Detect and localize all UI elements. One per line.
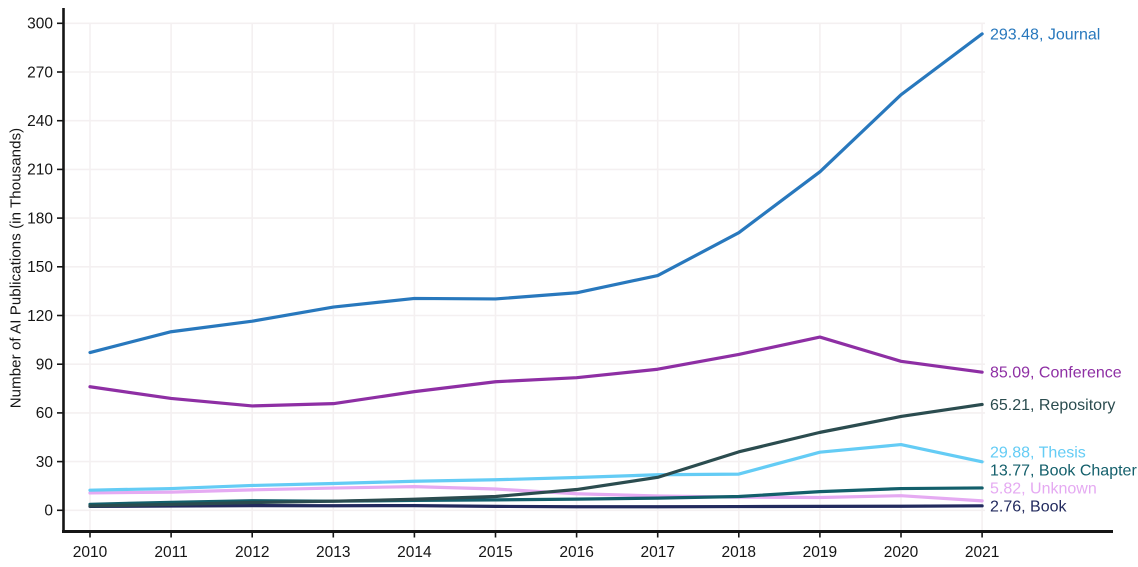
x-tick-label: 2019 bbox=[803, 544, 837, 561]
series-line-repository bbox=[88, 402, 984, 508]
x-tick-label: 2010 bbox=[73, 544, 108, 561]
axes-layer bbox=[57, 8, 1113, 538]
x-tick-label: 2017 bbox=[640, 544, 674, 561]
y-tick-label: 210 bbox=[27, 162, 53, 179]
end-label-unknown: 5.82, Unknown bbox=[990, 480, 1097, 497]
x-tick-label: 2016 bbox=[559, 544, 593, 561]
y-tick-label: 30 bbox=[36, 454, 54, 471]
series-line-book bbox=[88, 503, 984, 509]
end-label-journal: 293.48, Journal bbox=[990, 26, 1100, 43]
y-tick-label: 90 bbox=[36, 357, 54, 374]
series-line-conference bbox=[88, 335, 984, 408]
tick-labels-layer: 0 30 60 90 120 150 180 210 240 270 300 2010 2011 2012… bbox=[27, 16, 999, 561]
x-tick-label: 2015 bbox=[478, 544, 512, 561]
x-tick-label: 2014 bbox=[397, 544, 432, 561]
x-tick-label: 2013 bbox=[316, 544, 350, 561]
y-tick-label: 240 bbox=[27, 113, 53, 130]
x-tick-label: 2021 bbox=[965, 544, 999, 561]
series-line-book-chapter bbox=[88, 486, 984, 506]
end-label-book: 2.76, Book bbox=[990, 498, 1068, 515]
x-tick-label: 2018 bbox=[722, 544, 756, 561]
x-tick-label: 2011 bbox=[154, 544, 187, 561]
y-tick-label: 60 bbox=[36, 405, 54, 422]
x-tick-label: 2020 bbox=[884, 544, 919, 561]
end-label-thesis: 29.88, Thesis bbox=[990, 444, 1086, 461]
end-label-conference: 85.09, Conference bbox=[990, 365, 1122, 382]
end-label-repository: 65.21, Repository bbox=[990, 397, 1115, 414]
series-line-journal bbox=[88, 32, 984, 355]
series-line-unknown bbox=[88, 484, 984, 503]
gridlines-layer bbox=[63, 22, 985, 531]
series-line-thesis bbox=[88, 442, 984, 492]
y-tick-label: 300 bbox=[27, 16, 53, 33]
y-tick-label: 0 bbox=[44, 503, 53, 520]
y-tick-label: 120 bbox=[27, 308, 53, 325]
y-axis-title: Number of AI Publications (in Thousands) bbox=[7, 127, 25, 409]
end-label-book-chapter: 13.77, Book Chapter bbox=[990, 462, 1137, 479]
y-tick-label: 150 bbox=[27, 259, 53, 276]
y-tick-label: 270 bbox=[27, 64, 53, 81]
y-tick-label: 180 bbox=[27, 210, 53, 227]
x-tick-label: 2012 bbox=[235, 544, 269, 561]
series-lines-layer bbox=[88, 32, 984, 509]
